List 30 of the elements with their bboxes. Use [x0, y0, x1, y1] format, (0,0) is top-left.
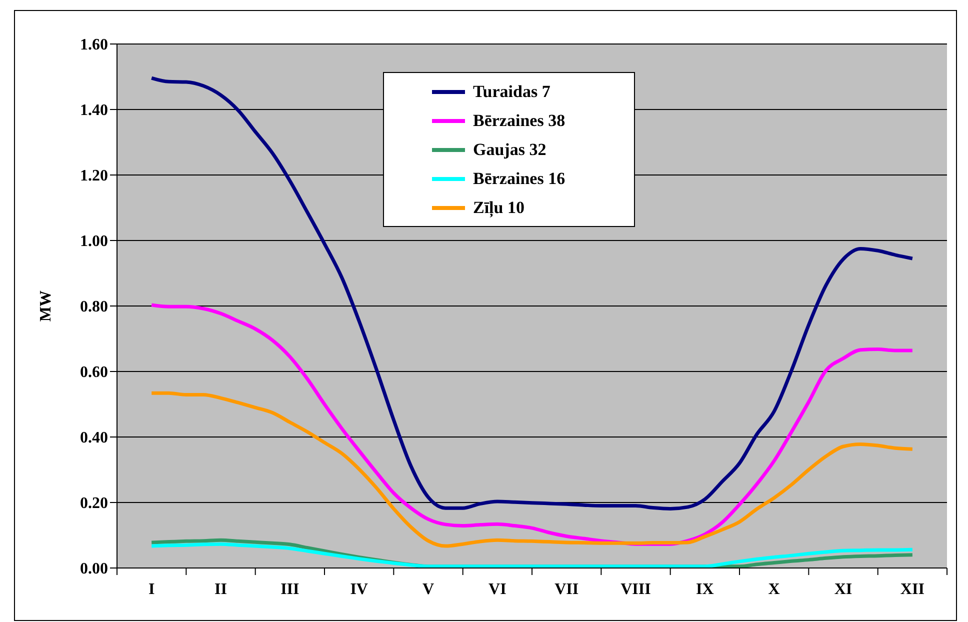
x-tick-label: III — [280, 581, 300, 598]
line-series — [150, 303, 914, 546]
y-tick-label: 0.60 — [80, 364, 108, 382]
x-tick-label: VII — [554, 581, 579, 598]
y-axis-title: MW — [38, 290, 55, 322]
legend-label: Gaujas 32 — [473, 140, 546, 160]
legend-label: Zīļu 10 — [473, 198, 524, 218]
x-tick-label: V — [422, 581, 434, 598]
legend-label: Bērzaines 38 — [473, 110, 566, 130]
y-tick-label: 0.80 — [80, 298, 108, 316]
y-tick-label: 1.20 — [80, 168, 108, 185]
y-tick-label: 1.40 — [80, 102, 108, 120]
y-tick-label: 1.60 — [80, 36, 108, 54]
x-tick-label: VI — [488, 581, 506, 598]
x-tick-label: XII — [900, 581, 924, 598]
line-series — [150, 76, 914, 510]
x-tick-label: IV — [350, 581, 368, 598]
x-tick-label: I — [148, 581, 155, 598]
x-tick-label: IX — [696, 581, 714, 598]
x-tick-label: X — [768, 581, 780, 598]
x-tick-label: VIII — [620, 581, 651, 598]
legend-label: Bērzaines 16 — [473, 168, 566, 188]
x-tick-label: XI — [834, 581, 852, 598]
y-tick-label: 0.40 — [80, 430, 108, 447]
y-tick-label: 0.00 — [80, 560, 108, 578]
line-series — [150, 391, 914, 548]
x-tick-label: II — [214, 581, 227, 598]
y-tick-label: 0.20 — [80, 495, 108, 512]
legend-label: Turaidas 7 — [473, 82, 550, 102]
y-tick-label: 1.00 — [80, 233, 108, 250]
